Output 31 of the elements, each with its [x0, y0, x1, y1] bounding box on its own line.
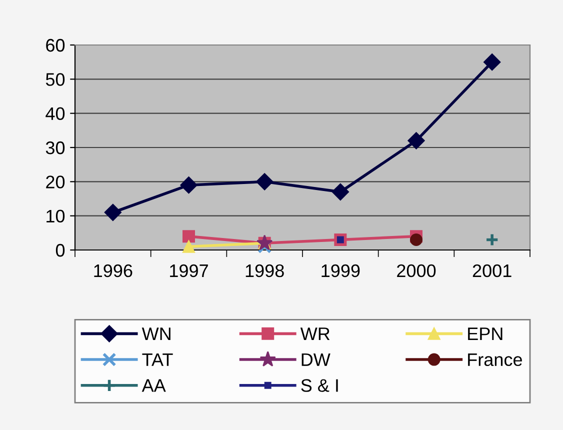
x-tick-label: 1997 [170, 264, 208, 278]
legend-label: WR [300, 328, 330, 340]
point [180, 176, 198, 194]
legend-label: France [468, 353, 522, 366]
point [332, 183, 349, 200]
y-tick-label: 30 [46, 141, 65, 154]
point [484, 54, 501, 71]
point [256, 173, 274, 190]
point [182, 240, 195, 253]
point [485, 232, 500, 247]
y-tick-label: 20 [46, 176, 65, 188]
legend-label: DW [302, 353, 330, 366]
y-tick-label: 60 [46, 38, 65, 52]
legend-label: TAT [142, 353, 173, 366]
x-tick-label: 1998 [246, 264, 284, 278]
y-tick-label: 10 [46, 210, 65, 223]
y-tick-label: 0 [56, 244, 65, 257]
y-tick-label: 50 [46, 73, 65, 86]
x-tick-label: 2001 [472, 264, 512, 278]
point [410, 234, 422, 246]
legend-label: WN [142, 328, 170, 340]
x-tick-label: 1996 [94, 264, 132, 278]
legend-label: S & I [301, 379, 338, 392]
legend-label: AA [142, 379, 166, 392]
point [408, 132, 425, 150]
x-tick-label: 2000 [397, 264, 436, 278]
y-tick-label: 40 [46, 107, 65, 120]
x-tick-label: 1999 [322, 264, 360, 278]
point [182, 230, 195, 243]
point [104, 204, 122, 221]
legend-label: EPN [468, 328, 502, 340]
